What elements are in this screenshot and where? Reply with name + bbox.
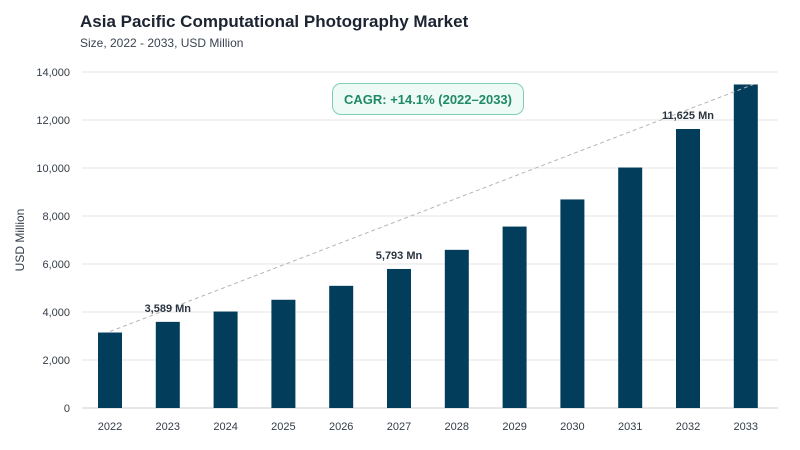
- x-tick-label: 2024: [213, 421, 237, 433]
- trend-line: [109, 83, 756, 332]
- chart-title: Asia Pacific Computational Photography M…: [80, 12, 469, 31]
- y-tick-label: 4,000: [42, 307, 70, 319]
- bar: [444, 249, 469, 408]
- bar: [676, 129, 700, 408]
- y-tick-label: 14,000: [36, 67, 70, 79]
- y-tick-label: 10,000: [36, 163, 70, 175]
- y-tick-label: 12,000: [36, 115, 70, 127]
- bar: [98, 332, 122, 408]
- bar: [502, 226, 527, 408]
- y-tick-label: 2,000: [42, 355, 70, 367]
- y-axis-title: USD Million: [13, 209, 27, 272]
- y-tick-label: 8,000: [42, 211, 70, 223]
- x-tick-label: 2027: [387, 421, 411, 433]
- x-tick-label: 2030: [560, 421, 584, 433]
- y-tick-label: 6,000: [42, 259, 70, 271]
- x-tick-label: 2029: [502, 421, 526, 433]
- bar: [560, 199, 585, 408]
- y-tick-label: 0: [64, 403, 70, 415]
- chart-subtitle: Size, 2022 - 2033, USD Million: [80, 36, 244, 50]
- bar: [155, 321, 180, 408]
- bar: [329, 285, 354, 408]
- x-tick-label: 2025: [271, 421, 295, 433]
- x-tick-label: 2022: [98, 421, 122, 433]
- x-tick-label: 2023: [156, 421, 180, 433]
- bar: [618, 167, 643, 408]
- data-label: 5,793 Mn: [376, 250, 423, 262]
- x-tick-label: 2028: [445, 421, 469, 433]
- data-label: 3,589 Mn: [145, 303, 192, 315]
- x-tick-label: 2033: [734, 421, 758, 433]
- bar: [271, 299, 296, 408]
- cagr-badge: CAGR: +14.1% (2022–2033): [332, 83, 524, 115]
- bar: [733, 84, 758, 408]
- x-tick-label: 2032: [676, 421, 700, 433]
- x-tick-label: 2026: [329, 421, 353, 433]
- x-tick-label: 2031: [618, 421, 642, 433]
- bar: [213, 311, 238, 408]
- data-label: 11,625 Mn: [662, 110, 714, 122]
- bar: [387, 268, 411, 408]
